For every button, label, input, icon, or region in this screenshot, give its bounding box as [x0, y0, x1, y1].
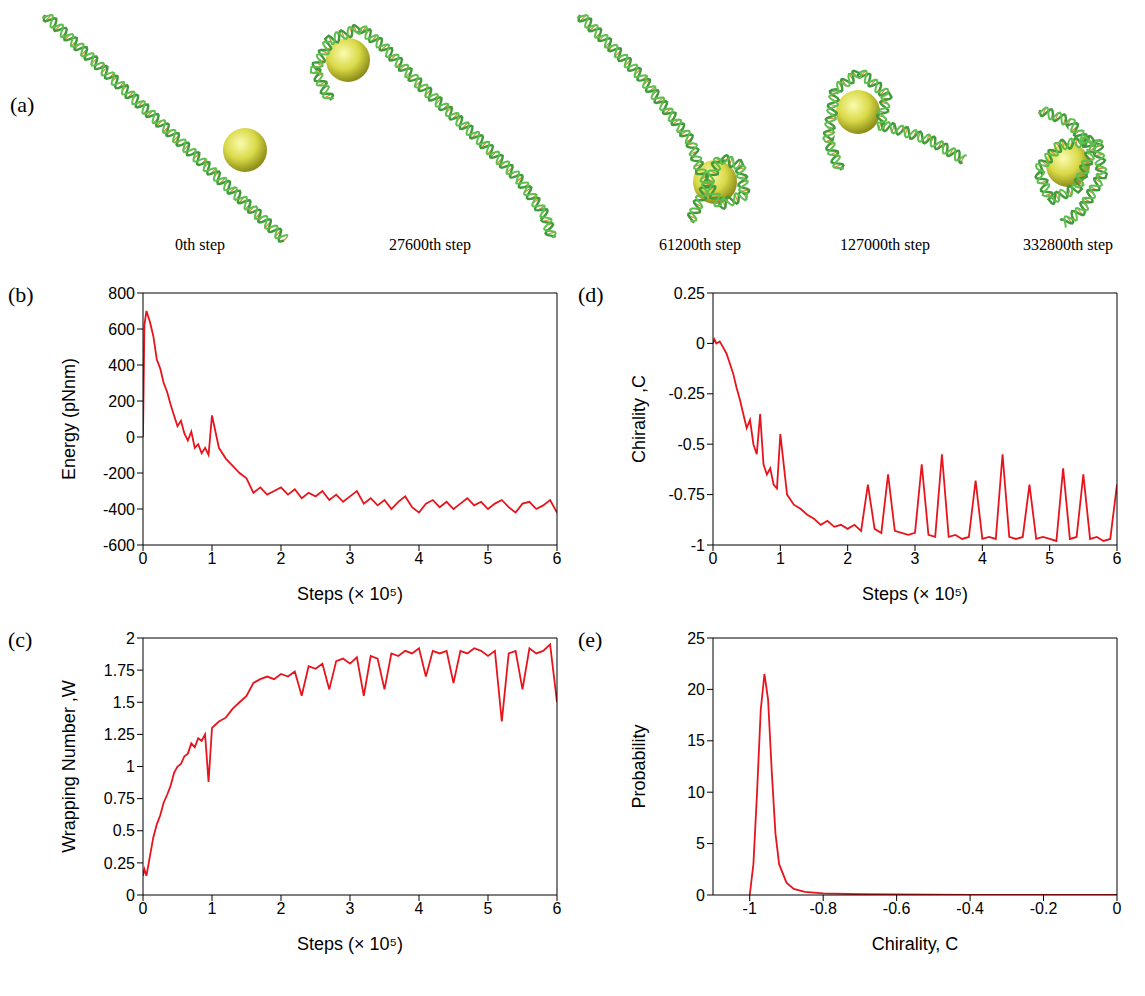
svg-text:-0.75: -0.75: [669, 486, 706, 503]
svg-text:0: 0: [126, 887, 135, 904]
svg-text:0: 0: [1113, 900, 1122, 917]
svg-text:4: 4: [415, 550, 424, 567]
svg-text:3: 3: [346, 550, 355, 567]
svg-text:25: 25: [687, 630, 705, 647]
svg-text:-0.5: -0.5: [677, 436, 705, 453]
svg-text:6: 6: [1113, 550, 1122, 567]
svg-text:400: 400: [108, 357, 135, 374]
svg-text:(a): (a): [10, 92, 34, 117]
svg-text:2: 2: [843, 550, 852, 567]
svg-text:20: 20: [687, 681, 705, 698]
svg-text:0: 0: [139, 550, 148, 567]
svg-text:0: 0: [139, 900, 148, 917]
svg-text:0: 0: [696, 335, 705, 352]
svg-text:Chirality, C: Chirality, C: [872, 934, 959, 954]
svg-text:-400: -400: [103, 501, 135, 518]
html-text:(b): (b): [8, 282, 34, 307]
svg-text:-0.25: -0.25: [669, 385, 706, 402]
svg-text:61200th step: 61200th step: [659, 236, 741, 254]
svg-text:27600th step: 27600th step: [389, 236, 471, 254]
svg-text:332800th step: 332800th step: [1023, 236, 1113, 254]
svg-text:3: 3: [346, 900, 355, 917]
svg-text:Steps (× 10⁵): Steps (× 10⁵): [862, 584, 968, 604]
svg-text:-1: -1: [691, 537, 705, 554]
html-text:(d): (d): [578, 282, 604, 307]
svg-text:Probability: Probability: [629, 724, 649, 808]
svg-text:1: 1: [776, 550, 785, 567]
svg-text:1.75: 1.75: [104, 662, 135, 679]
svg-text:-0.6: -0.6: [883, 900, 911, 917]
svg-text:10: 10: [687, 784, 705, 801]
svg-text:200: 200: [108, 393, 135, 410]
svg-text:-0.8: -0.8: [809, 900, 837, 917]
svg-text:1.5: 1.5: [113, 694, 135, 711]
svg-text:127000th step: 127000th step: [840, 236, 930, 254]
svg-text:1.25: 1.25: [104, 726, 135, 743]
svg-text:5: 5: [484, 900, 493, 917]
svg-text:-0.2: -0.2: [1030, 900, 1058, 917]
svg-text:0: 0: [696, 887, 705, 904]
svg-text:0.75: 0.75: [104, 790, 135, 807]
svg-text:5: 5: [1045, 550, 1054, 567]
svg-text:800: 800: [108, 285, 135, 302]
svg-text:1: 1: [126, 758, 135, 775]
svg-text:5: 5: [484, 550, 493, 567]
svg-text:Energy (pNnm): Energy (pNnm): [59, 358, 79, 480]
svg-text:0th step: 0th step: [175, 236, 225, 254]
svg-text:-600: -600: [103, 537, 135, 554]
svg-text:2: 2: [126, 630, 135, 647]
svg-text:0: 0: [709, 550, 718, 567]
svg-text:-200: -200: [103, 465, 135, 482]
svg-text:600: 600: [108, 321, 135, 338]
svg-text:-0.4: -0.4: [956, 900, 984, 917]
svg-text:15: 15: [687, 732, 705, 749]
svg-text:-1: -1: [743, 900, 757, 917]
svg-text:2: 2: [277, 550, 286, 567]
svg-text:Chirality ,C: Chirality ,C: [629, 375, 649, 463]
html-text:(c): (c): [8, 627, 33, 652]
svg-text:Wrapping Number ,W: Wrapping Number ,W: [59, 680, 79, 853]
svg-text:0.5: 0.5: [113, 822, 135, 839]
svg-text:Steps (× 10⁵): Steps (× 10⁵): [297, 934, 403, 954]
html-text:(e): (e): [578, 627, 603, 652]
svg-text:6: 6: [553, 550, 562, 567]
svg-text:5: 5: [696, 835, 705, 852]
svg-text:0.25: 0.25: [104, 855, 135, 872]
svg-text:0: 0: [126, 429, 135, 446]
svg-text:1: 1: [208, 900, 217, 917]
svg-text:4: 4: [415, 900, 424, 917]
svg-text:3: 3: [911, 550, 920, 567]
svg-text:0.25: 0.25: [674, 285, 705, 302]
svg-text:1: 1: [208, 550, 217, 567]
svg-text:4: 4: [978, 550, 987, 567]
svg-text:6: 6: [553, 900, 562, 917]
svg-text:2: 2: [277, 900, 286, 917]
svg-text:Steps (× 10⁵): Steps (× 10⁵): [297, 584, 403, 604]
